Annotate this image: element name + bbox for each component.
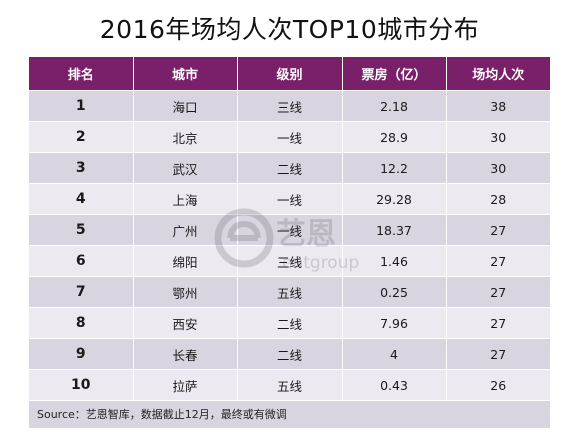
city-cell: 上海 <box>133 183 238 215</box>
page-title: 2016年场均人次TOP10城市分布 <box>99 15 480 44</box>
table-row: 6 绵阳 三线 1.46 27 <box>29 245 550 277</box>
table-row: 7 鄂州 五线 0.25 27 <box>29 276 550 308</box>
avg-attendance-cell: 30 <box>446 152 550 184</box>
tier-cell: 一线 <box>237 183 343 215</box>
table-row: 3 武汉 二线 12.2 30 <box>29 152 550 184</box>
avg-attendance-cell: 38 <box>446 90 550 122</box>
avg-attendance-cell: 27 <box>446 307 550 339</box>
rank-cell: 4 <box>29 183 134 215</box>
ranking-table: 排名 城市 级别 票房（亿） 场均人次 1 海口 三线 2.18 38 2 北京… <box>29 57 550 400</box>
table-row: 9 长春 二线 4 27 <box>29 338 550 370</box>
tier-cell: 一线 <box>237 214 343 246</box>
rank-cell: 2 <box>29 121 134 153</box>
rank-cell: 8 <box>29 307 134 339</box>
box-office-cell: 29.28 <box>342 183 447 215</box>
table-row: 2 北京 一线 28.9 30 <box>29 121 550 153</box>
column-header-city: 城市 <box>133 57 238 91</box>
tier-cell: 三线 <box>237 245 343 277</box>
source-note: Source：艺恩智库，数据截止12月，最终或有微调 <box>29 400 550 428</box>
avg-attendance-cell: 27 <box>446 214 550 246</box>
table-row: 10 拉萨 五线 0.43 26 <box>29 369 550 400</box>
tier-cell: 二线 <box>237 307 343 339</box>
box-office-cell: 2.18 <box>342 90 447 122</box>
city-cell: 绵阳 <box>133 245 238 277</box>
tier-cell: 五线 <box>237 369 343 400</box>
table-row: 4 上海 一线 29.28 28 <box>29 183 550 215</box>
rank-cell: 6 <box>29 245 134 277</box>
ranking-table-container: 排名 城市 级别 票房（亿） 场均人次 1 海口 三线 2.18 38 2 北京… <box>29 57 550 428</box>
box-office-cell: 1.46 <box>342 245 447 277</box>
box-office-cell: 7.96 <box>342 307 447 339</box>
tier-cell: 二线 <box>237 152 343 184</box>
city-cell: 广州 <box>133 214 238 246</box>
rank-cell: 1 <box>29 90 134 122</box>
avg-attendance-cell: 26 <box>446 369 550 400</box>
avg-attendance-cell: 27 <box>446 276 550 308</box>
box-office-cell: 4 <box>342 338 447 370</box>
column-header-avg-attendance: 场均人次 <box>446 57 550 91</box>
city-cell: 西安 <box>133 307 238 339</box>
column-header-rank: 排名 <box>29 57 134 91</box>
table-row: 8 西安 二线 7.96 27 <box>29 307 550 339</box>
city-cell: 武汉 <box>133 152 238 184</box>
box-office-cell: 0.43 <box>342 369 447 400</box>
avg-attendance-cell: 28 <box>446 183 550 215</box>
table-row: 5 广州 一线 18.37 27 <box>29 214 550 246</box>
box-office-cell: 12.2 <box>342 152 447 184</box>
city-cell: 拉萨 <box>133 369 238 400</box>
tier-cell: 五线 <box>237 276 343 308</box>
tier-cell: 三线 <box>237 90 343 122</box>
city-cell: 长春 <box>133 338 238 370</box>
rank-cell: 3 <box>29 152 134 184</box>
avg-attendance-cell: 27 <box>446 338 550 370</box>
city-cell: 北京 <box>133 121 238 153</box>
city-cell: 海口 <box>133 90 238 122</box>
rank-cell: 9 <box>29 338 134 370</box>
rank-cell: 10 <box>29 369 134 400</box>
avg-attendance-cell: 30 <box>446 121 550 153</box>
box-office-cell: 18.37 <box>342 214 447 246</box>
rank-cell: 7 <box>29 276 134 308</box>
box-office-cell: 0.25 <box>342 276 447 308</box>
avg-attendance-cell: 27 <box>446 245 550 277</box>
column-header-tier: 级别 <box>237 57 343 91</box>
table-row: 1 海口 三线 2.18 38 <box>29 90 550 122</box>
column-header-box-office: 票房（亿） <box>342 57 447 91</box>
tier-cell: 一线 <box>237 121 343 153</box>
city-cell: 鄂州 <box>133 276 238 308</box>
rank-cell: 5 <box>29 214 134 246</box>
table-header-row: 排名 城市 级别 票房（亿） 场均人次 <box>29 57 550 91</box>
box-office-cell: 28.9 <box>342 121 447 153</box>
table-body: 1 海口 三线 2.18 38 2 北京 一线 28.9 30 3 武汉 二线 … <box>29 90 550 400</box>
tier-cell: 二线 <box>237 338 343 370</box>
